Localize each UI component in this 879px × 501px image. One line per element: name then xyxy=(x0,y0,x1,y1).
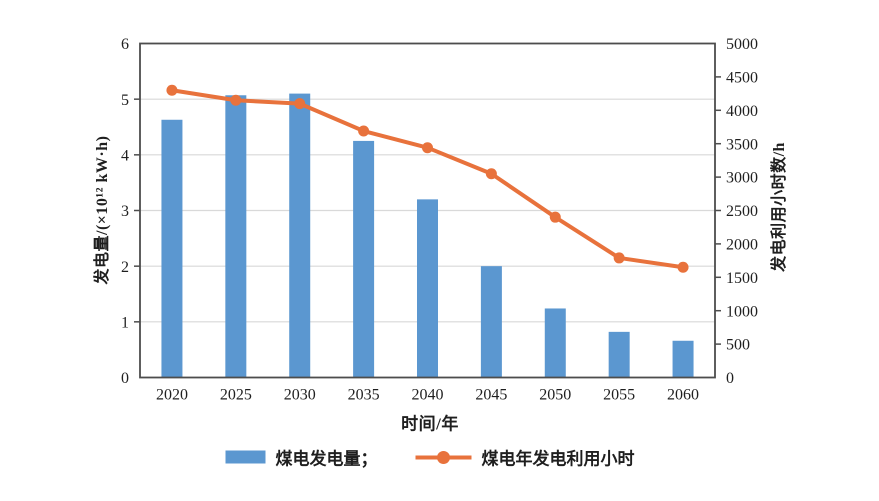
line-legend-marker xyxy=(415,450,472,464)
bar-legend-swatch xyxy=(225,450,266,464)
right-tick-label: 0 xyxy=(726,370,734,387)
x-tick-label: 2055 xyxy=(603,387,635,404)
left-axis-title: 发电量/(×10¹² kW·h) xyxy=(94,135,111,285)
x-tick-label: 2020 xyxy=(156,387,188,404)
right-axis-title: 发电利用小时数/h xyxy=(771,142,788,272)
x-tick-label: 2045 xyxy=(475,387,507,404)
left-tick-label: 2 xyxy=(121,259,129,276)
right-tick-label: 1500 xyxy=(726,270,758,287)
line-marker-2025 xyxy=(230,94,242,106)
left-tick-label: 4 xyxy=(121,147,129,164)
bar-2020 xyxy=(161,119,183,378)
left-tick-label: 0 xyxy=(121,370,129,387)
x-axis-title: 时间/年 xyxy=(401,414,459,434)
left-tick-label: 3 xyxy=(121,203,129,220)
x-tick-label: 2025 xyxy=(220,387,252,404)
line-legend-label: 煤电年发电利用小时 xyxy=(481,449,635,469)
line-marker-2045 xyxy=(485,168,497,180)
legend: 煤电发电量； 煤电年发电利用小时 xyxy=(225,445,635,470)
bar-2050 xyxy=(544,308,566,378)
line-marker-2020 xyxy=(166,84,178,96)
line-marker-2030 xyxy=(294,98,306,110)
left-tick-label: 5 xyxy=(121,92,129,109)
line-marker-2050 xyxy=(549,211,561,223)
x-tick-label: 2035 xyxy=(348,387,380,404)
bar-2045 xyxy=(480,266,502,378)
line-marker-2060 xyxy=(677,261,689,273)
right-tick-label: 2000 xyxy=(726,237,758,254)
line-legend-dot-icon xyxy=(437,450,450,464)
bar-2025 xyxy=(225,95,247,378)
right-tick-label: 4000 xyxy=(726,103,758,120)
right-tick-label: 2500 xyxy=(726,203,758,220)
left-tick-label: 6 xyxy=(121,36,129,53)
x-tick-label: 2040 xyxy=(412,387,444,404)
legend-item-bar: 煤电发电量； xyxy=(225,445,378,470)
right-tick-label: 3000 xyxy=(726,170,758,187)
legend-item-line: 煤电年发电利用小时 xyxy=(415,445,635,470)
bar-2030 xyxy=(289,93,311,378)
line-marker-2040 xyxy=(422,142,433,154)
right-tick-label: 4500 xyxy=(726,70,758,87)
x-tick-label: 2030 xyxy=(284,387,316,404)
bar-2035 xyxy=(353,140,375,378)
right-tick-label: 500 xyxy=(726,337,750,354)
right-tick-label: 3500 xyxy=(726,136,758,153)
x-tick-label: 2050 xyxy=(539,387,571,404)
line-marker-2035 xyxy=(358,125,370,137)
x-tick-label: 2060 xyxy=(667,387,699,404)
bar-2060 xyxy=(672,340,694,378)
bar-2055 xyxy=(608,331,630,378)
right-tick-label: 5000 xyxy=(726,36,758,53)
right-tick-label: 1000 xyxy=(726,303,758,320)
line-marker-2055 xyxy=(613,252,625,264)
left-tick-label: 1 xyxy=(121,314,129,331)
bar-2040 xyxy=(417,199,438,378)
bar-legend-label: 煤电发电量； xyxy=(275,449,378,469)
